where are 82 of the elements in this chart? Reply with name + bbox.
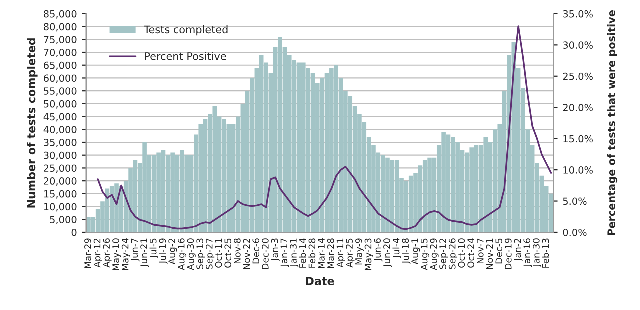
x-tick-label: Apr-12 — [94, 238, 102, 268]
x-tick-label: Aug-2 — [168, 238, 178, 265]
y2-tick-label: 0.0% — [563, 228, 587, 236]
x-tick-label: Jun-20 — [384, 238, 392, 268]
y2-tick-label: 5.0% — [563, 198, 587, 206]
x-tick-label: Sep-27 — [206, 238, 215, 270]
x-tick-label: Mar-14 — [318, 238, 325, 268]
x-tick-label: Jul-19 — [159, 238, 168, 264]
y-tick-label: 75,000 — [44, 36, 77, 44]
x-tick-label: Apr-26 — [103, 238, 112, 268]
x-tick-label: Jun-7 — [131, 238, 140, 262]
x-tick-label: Dec-5 — [496, 238, 502, 264]
y-tick-label: 25,000 — [44, 164, 77, 174]
x-tick-label: Dec-20 — [262, 238, 269, 270]
x-tick-label: Nov-7 — [477, 238, 484, 264]
x-tick-label: Feb-13 — [542, 238, 550, 268]
y-tick-label: 0 — [72, 228, 77, 236]
x-tick-label: Apr-11 — [336, 238, 346, 268]
x-tick-label: Jan-31 — [290, 238, 299, 268]
x-tick-label: Jun-21 — [140, 238, 150, 268]
x-tick-label: Oct-24 — [468, 238, 474, 268]
y-tick-label: 30,000 — [44, 152, 77, 160]
y2-tick-label: 10.0% — [564, 166, 593, 174]
y2-tick-label: 15.0% — [564, 135, 593, 143]
x-tick-label: Feb-14 — [299, 238, 306, 268]
x-tick-label: Oct-10 — [458, 238, 466, 268]
y2-tick-label: 35.0% — [563, 10, 593, 18]
x-tick-label: May-9 — [356, 238, 364, 265]
x-tick-label: Jan-3 — [271, 238, 280, 262]
x-axis-title: Date — [306, 277, 334, 286]
y-tick-label: 55,000 — [44, 88, 77, 96]
x-tick-label: Jan-16 — [524, 238, 532, 268]
y2-tick-label: 25.0% — [563, 72, 593, 80]
x-tick-label: Nov-22 — [243, 238, 250, 270]
line-series — [97, 26, 552, 230]
y2-tick-label: 20.0% — [563, 104, 593, 112]
x-tick-label: Nov-21 — [486, 238, 494, 270]
y-tick-label: 50,000 — [44, 100, 77, 109]
x-tick-label: Oct-25 — [224, 238, 232, 268]
x-tick-label: Sep-12 — [440, 238, 448, 270]
y-tick-label: 40,000 — [44, 126, 77, 134]
legend-label: Percent Positive — [145, 52, 226, 60]
x-tick-label: Jun-6 — [374, 238, 383, 262]
x-tick-label: Jan-30 — [533, 238, 542, 268]
x-tick-label: Sep-13 — [196, 238, 206, 270]
y-tick-label: 60,000 — [44, 74, 77, 84]
x-tick-label: Nov-8 — [234, 238, 241, 264]
x-tick-label: Apr-25 — [346, 238, 355, 268]
legend-label: Tests completed — [144, 26, 228, 36]
x-tick-label: Jul-18 — [402, 238, 411, 264]
y-tick-label: 70,000 — [44, 48, 77, 58]
x-tick-label: Feb-28 — [308, 238, 316, 268]
x-tick-label: Aug-15 — [421, 238, 430, 270]
x-tick-label: Jan-17 — [280, 238, 290, 268]
x-tick-label: Aug-16 — [178, 238, 187, 270]
x-tick-label: Oct-11 — [215, 238, 222, 268]
x-tick-label: Dec-6 — [252, 238, 260, 264]
x-tick-label: Jul-4 — [392, 238, 402, 258]
x-tick-label: Jan-2 — [514, 238, 523, 262]
x-tick-label: Aug-30 — [187, 238, 196, 270]
y-tick-label: 65,000 — [44, 62, 77, 70]
x-tick-label: Mar-28 — [327, 238, 334, 268]
x-tick-label: Mar-29 — [84, 238, 92, 268]
y-tick-label: 85,000 — [44, 10, 77, 19]
y2-axis-title: Percentage of tests that were positive — [607, 10, 618, 236]
x-tick-label: May-24 — [122, 238, 130, 270]
x-tick-label: Jul-5 — [150, 238, 158, 258]
x-tick-label: Aug-29 — [430, 238, 439, 270]
x-tick-label: Sep-26 — [448, 238, 458, 270]
y2-tick-label: 30.0% — [563, 42, 593, 50]
y-axis-title: Number of tests completed — [27, 38, 38, 208]
x-tick-label: Dec-19 — [505, 238, 512, 270]
x-tick-label: May-10 — [112, 238, 122, 270]
y-tick-label: 10,000 — [44, 203, 77, 212]
y-tick-label: 20,000 — [44, 178, 77, 186]
y-tick-label: 5,000 — [50, 216, 77, 224]
y-tick-label: 35,000 — [44, 138, 77, 148]
x-tick-label: Aug-1 — [412, 238, 420, 265]
y-tick-label: 80,000 — [44, 23, 77, 32]
y-tick-label: 45,000 — [44, 113, 77, 122]
y-tick-label: 15,000 — [44, 190, 77, 199]
x-tick-label: May-23 — [364, 238, 374, 270]
